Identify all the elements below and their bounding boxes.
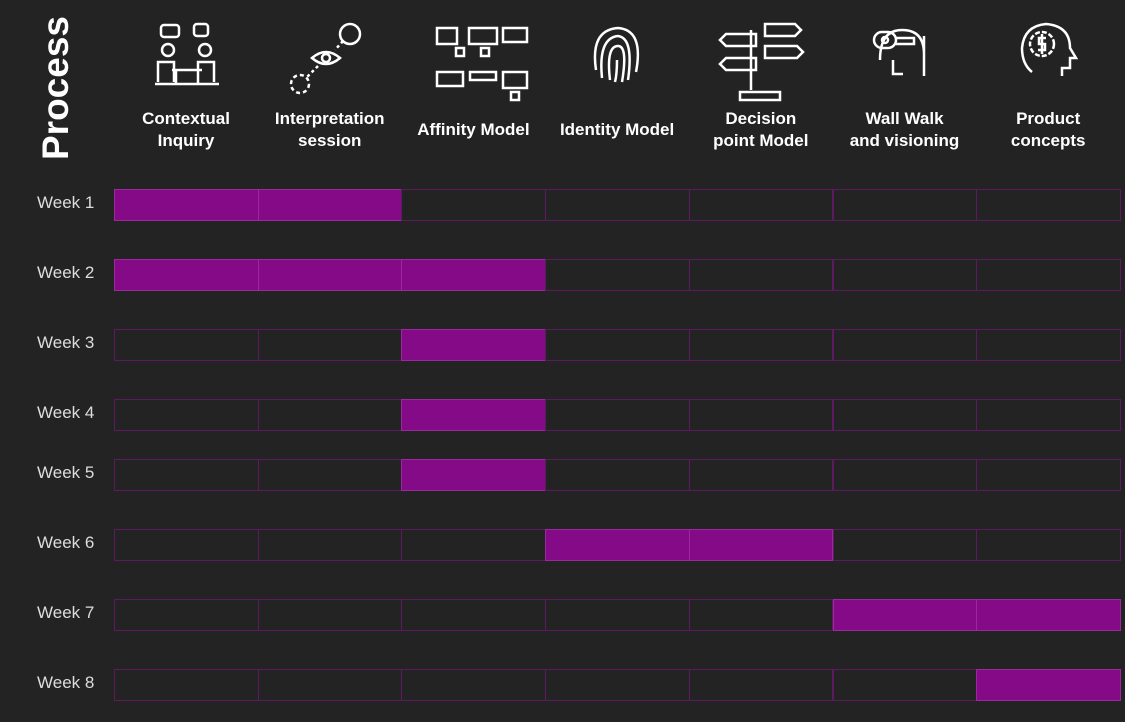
column-header-line: session <box>298 131 362 150</box>
row-label: Week 4 <box>37 403 95 422</box>
empty-cell <box>257 529 403 561</box>
row-label: Week 2 <box>37 263 95 282</box>
empty-cell <box>832 189 978 221</box>
empty-cell <box>832 399 978 431</box>
empty-cell <box>257 399 403 431</box>
column-header-line: Contextual <box>142 109 230 128</box>
active-cell <box>114 189 259 221</box>
empty-cell <box>832 259 978 291</box>
empty-cell <box>257 669 403 701</box>
empty-cell <box>257 329 403 361</box>
active-cell <box>401 399 547 431</box>
active-cell <box>114 259 259 291</box>
empty-cell <box>688 189 834 221</box>
active-cell <box>257 259 403 291</box>
column-header-line: and visioning <box>849 131 960 150</box>
empty-cell <box>401 599 547 631</box>
empty-cell <box>545 669 690 701</box>
empty-cell <box>832 329 978 361</box>
empty-cell <box>688 399 834 431</box>
empty-cell <box>976 189 1121 221</box>
row-label: Week 5 <box>37 463 95 482</box>
empty-cell <box>545 399 690 431</box>
empty-cell <box>832 669 978 701</box>
column-header: Contextual Inquiry <box>114 108 258 152</box>
column-header-line: Interpretation <box>274 109 385 128</box>
column-header-line: Decision <box>725 109 797 128</box>
empty-cell <box>688 669 834 701</box>
column-header: Wall Walk and visioning <box>833 108 977 152</box>
row-label: Week 8 <box>37 673 95 692</box>
empty-cell <box>114 329 259 361</box>
icons <box>155 22 1079 102</box>
empty-cell <box>832 459 978 491</box>
empty-cell <box>257 599 403 631</box>
active-cell <box>401 259 547 291</box>
column-header: Interpretation session <box>258 108 402 152</box>
column-header: Affinity Model <box>401 119 545 141</box>
empty-cell <box>976 329 1121 361</box>
empty-cell <box>545 189 690 221</box>
column-header: Identity Model <box>545 119 689 141</box>
empty-cell <box>688 459 834 491</box>
empty-cell <box>976 399 1121 431</box>
active-cell <box>545 529 690 561</box>
empty-cell <box>114 669 259 701</box>
column-header-line: Inquiry <box>157 131 215 150</box>
active-cell <box>976 669 1121 701</box>
icon-wall-walk <box>872 28 926 76</box>
empty-cell <box>976 529 1121 561</box>
active-cell <box>832 599 978 631</box>
empty-cell <box>545 459 690 491</box>
empty-cell <box>688 259 834 291</box>
icon-interpretation <box>289 22 362 95</box>
empty-cell <box>401 529 547 561</box>
icon-decision <box>718 22 805 102</box>
empty-cell <box>688 599 834 631</box>
empty-cell <box>832 529 978 561</box>
active-cell <box>401 459 547 491</box>
empty-cell <box>257 459 403 491</box>
empty-cell <box>976 459 1121 491</box>
row-label: Week 3 <box>37 333 95 352</box>
empty-cell <box>545 329 690 361</box>
column-header-line: Wall Walk <box>865 109 944 128</box>
empty-cell <box>114 529 259 561</box>
icon-contextual-inquiry <box>155 22 219 86</box>
column-header-line: Product <box>1016 109 1081 128</box>
empty-cell <box>401 669 547 701</box>
column-header-line: Identity Model <box>559 120 675 139</box>
empty-cell <box>976 259 1121 291</box>
active-cell <box>257 189 403 221</box>
empty-cell <box>688 329 834 361</box>
empty-cell <box>545 259 690 291</box>
active-cell <box>688 529 834 561</box>
column-header-line: point Model <box>713 131 809 150</box>
icon-affinity <box>435 26 529 102</box>
empty-cell <box>114 399 259 431</box>
column-header-line: Affinity Model <box>417 120 530 139</box>
row-label: Week 6 <box>37 533 95 552</box>
empty-cell <box>114 599 259 631</box>
column-header-line: concepts <box>1010 131 1086 150</box>
row-label: Week 1 <box>37 193 95 212</box>
column-header: Decision point Model <box>689 108 833 152</box>
empty-cell <box>401 189 547 221</box>
icon-identity <box>593 26 640 83</box>
empty-cell <box>114 459 259 491</box>
active-cell <box>401 329 547 361</box>
column-header: Product concepts <box>976 108 1120 152</box>
icon-product-concepts <box>1020 22 1079 76</box>
empty-cell <box>545 599 690 631</box>
row-label: Week 7 <box>37 603 95 622</box>
active-cell <box>976 599 1121 631</box>
